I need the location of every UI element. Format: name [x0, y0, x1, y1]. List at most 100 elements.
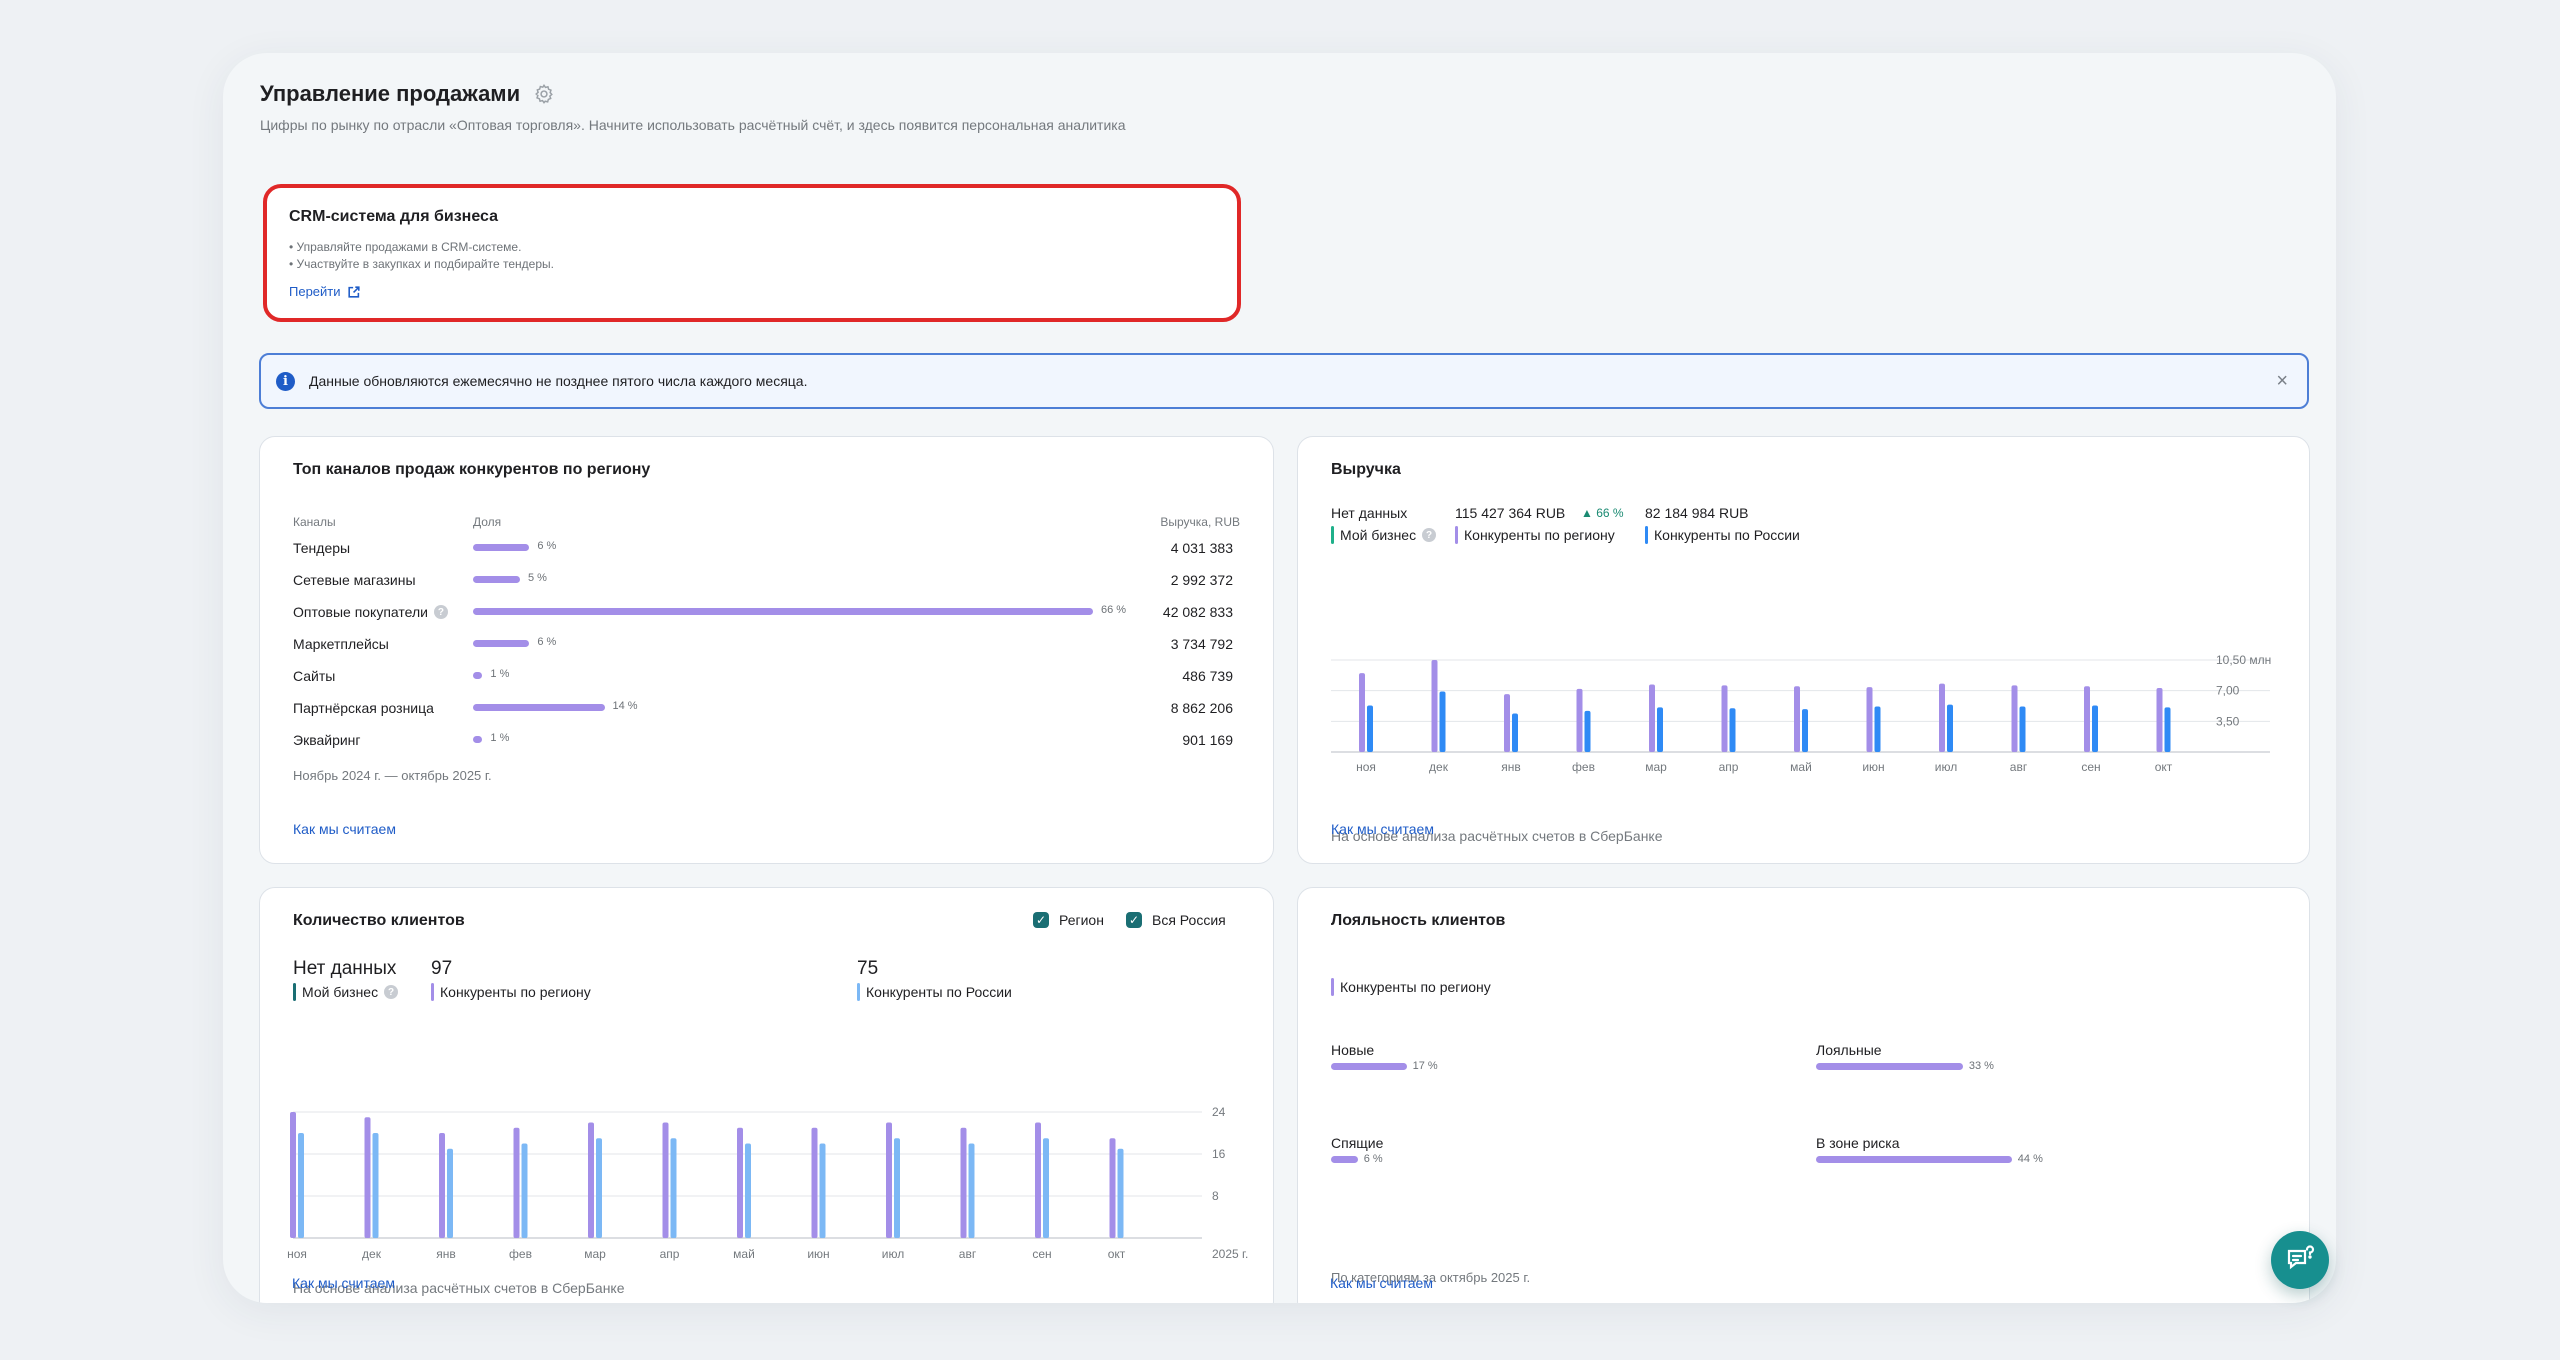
clients-chart: 8 16 24 ноя дек янв фев мар апр май июн июл авг сен ок…: [287, 1105, 1248, 1261]
bar[interactable]: [1947, 704, 1953, 752]
support-chat-button[interactable]: [2271, 1231, 2329, 1289]
legend-label: Мой бизнес: [1340, 527, 1417, 543]
russia-checkbox[interactable]: ✓ Вся Россия: [1126, 912, 1226, 928]
close-icon[interactable]: ×: [2276, 369, 2288, 392]
how-we-count-link[interactable]: Как мы считаем: [293, 821, 396, 837]
bar[interactable]: [2011, 685, 2018, 752]
bar[interactable]: [513, 1127, 520, 1238]
crm-open-link[interactable]: Перейти: [289, 284, 361, 299]
share-percent: 1 %: [490, 732, 510, 744]
bar[interactable]: [1035, 1122, 1041, 1239]
bar[interactable]: [1729, 708, 1736, 752]
page-subtitle: Цифры по рынку по отрасли «Оптовая торго…: [260, 117, 1126, 133]
channel-label: Оптовые покупатели: [293, 604, 428, 620]
bar[interactable]: [662, 1122, 669, 1239]
bar[interactable]: [290, 1112, 296, 1238]
help-icon[interactable]: ?: [433, 605, 448, 619]
bar[interactable]: [1721, 685, 1728, 752]
bar[interactable]: [2156, 688, 2163, 752]
bar[interactable]: [1576, 688, 1583, 752]
bar[interactable]: [811, 1127, 818, 1238]
legend-my-business: Мой бизнес ?: [1331, 526, 1437, 544]
gear-icon[interactable]: [533, 83, 555, 105]
channel-revenue: 42 082 833: [1162, 604, 1233, 620]
channel-row: Оптовые покупатели? 66 % 42 082 833: [293, 602, 1233, 622]
revenue-chart: 3,50 7,00 10,50 млн ноя дек янв фев мар апр май ию…: [1331, 653, 2271, 774]
share-percent: 14 %: [612, 700, 638, 712]
col-channels: Каналы: [293, 515, 336, 529]
x-tick-label: авг: [959, 1247, 977, 1261]
x-tick-label: сен: [2081, 760, 2100, 774]
bar[interactable]: [1802, 709, 1808, 752]
bar[interactable]: [2084, 686, 2090, 752]
x-tick-label: дек: [362, 1247, 382, 1261]
bar[interactable]: [1359, 673, 1365, 752]
bar[interactable]: [2164, 707, 2171, 752]
bar[interactable]: [1043, 1138, 1049, 1238]
bar[interactable]: [670, 1138, 677, 1238]
bar[interactable]: [2019, 706, 2026, 752]
bar[interactable]: [596, 1138, 602, 1238]
x-tick-label: мар: [584, 1247, 606, 1261]
y-tick-label: 10,50 млн: [2216, 653, 2271, 667]
channel-row: Партнёрская розница 14 % 8 862 206: [293, 698, 1233, 718]
legend-swatch: [1331, 978, 1334, 996]
bar[interactable]: [1504, 694, 1510, 752]
x-tick-label: фев: [509, 1247, 532, 1261]
bar[interactable]: [1874, 706, 1881, 752]
x-tick-label: ноя: [1356, 760, 1376, 774]
bar[interactable]: [968, 1143, 975, 1239]
bar[interactable]: [372, 1133, 379, 1238]
revenue-title: Выручка: [1331, 461, 1401, 478]
bar[interactable]: [1649, 684, 1655, 752]
bar[interactable]: [521, 1143, 528, 1239]
share-percent: 1 %: [490, 668, 510, 680]
bar[interactable]: [1584, 710, 1591, 752]
bar[interactable]: [894, 1138, 900, 1238]
region-checkbox[interactable]: ✓ Регион: [1033, 912, 1104, 928]
how-we-count-link[interactable]: Как мы считаем: [292, 1275, 395, 1291]
bar[interactable]: [1939, 683, 1945, 752]
bar[interactable]: [1117, 1148, 1124, 1238]
help-icon[interactable]: ?: [384, 985, 399, 999]
share-bar: [473, 736, 483, 743]
bar[interactable]: [819, 1143, 826, 1239]
bar[interactable]: [364, 1117, 371, 1238]
my-business-value: Нет данных: [1331, 505, 1408, 521]
bar[interactable]: [1431, 660, 1438, 752]
x-tick-label: апр: [660, 1247, 680, 1261]
legend-my-business: Мой бизнес ?: [293, 983, 399, 1001]
bar[interactable]: [1866, 687, 1873, 752]
bar[interactable]: [1512, 713, 1518, 752]
bar[interactable]: [960, 1127, 967, 1238]
loyalty-title: Лояльность клиентов: [1331, 912, 1506, 929]
bar[interactable]: [745, 1143, 751, 1239]
crm-promo-card: CRM-система для бизнеса • Управляйте про…: [263, 184, 1241, 322]
bar[interactable]: [1109, 1138, 1116, 1238]
revenue-card: Выручка Нет данных 115 427 364 RUB ▲ 66 …: [1297, 436, 2310, 864]
bar[interactable]: [737, 1127, 743, 1238]
bar[interactable]: [2092, 705, 2098, 752]
bar[interactable]: [1657, 707, 1663, 752]
dashboard-frame: Управление продажами Цифры по рынку по о…: [223, 53, 2336, 1303]
legend-swatch: [431, 983, 434, 1001]
info-text: Данные обновляются ежемесячно не позднее…: [309, 373, 808, 389]
legend-label: Конкуренты по России: [1654, 527, 1800, 543]
how-we-count-link[interactable]: Как мы считаем: [1331, 821, 1434, 837]
checkbox-label: Вся Россия: [1152, 912, 1226, 928]
channel-label: Эквайринг: [293, 732, 361, 748]
x-tick-label: янв: [436, 1247, 456, 1261]
help-icon[interactable]: ?: [1422, 528, 1437, 542]
how-we-count-link[interactable]: Как мы считаем: [1330, 1275, 1433, 1291]
bar[interactable]: [588, 1122, 594, 1239]
bar[interactable]: [447, 1148, 453, 1238]
bar[interactable]: [439, 1133, 445, 1238]
share-percent: 5 %: [527, 572, 547, 584]
channel-label: Сайты: [293, 668, 336, 684]
bar[interactable]: [1794, 686, 1800, 752]
bar[interactable]: [1367, 705, 1373, 752]
bar[interactable]: [886, 1122, 892, 1239]
bar[interactable]: [1439, 691, 1446, 752]
channel-revenue: 901 169: [1182, 732, 1233, 748]
bar[interactable]: [298, 1133, 304, 1238]
